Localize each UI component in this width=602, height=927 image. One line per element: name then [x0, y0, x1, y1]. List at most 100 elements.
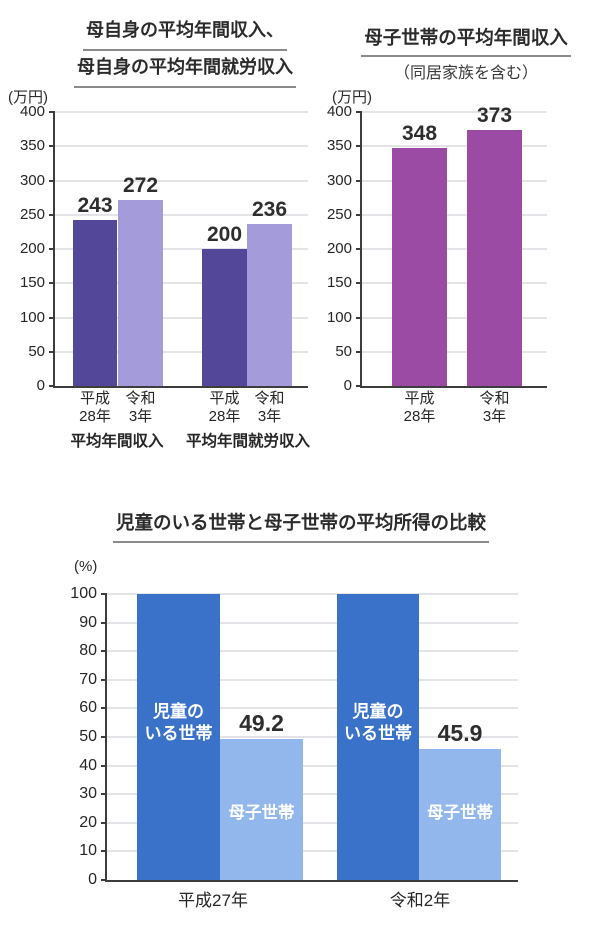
x-axis-line — [360, 386, 547, 388]
x-category-label: 令和 3年 — [125, 390, 156, 425]
y-tick-label: 100 — [326, 308, 352, 326]
chart-title: 母自身の平均年間収入、 母自身の平均年間就労収入 — [40, 14, 330, 88]
bar-value-label: 243 — [77, 193, 113, 217]
y-tick-mark — [356, 316, 362, 319]
x-axis-line — [53, 386, 308, 388]
y-tick-mark — [49, 385, 55, 387]
x-group-label: 令和2年 — [389, 891, 451, 910]
bar-value-label: 200 — [206, 223, 243, 246]
chart-subtitle: （同居家族を含む） — [393, 65, 538, 82]
y-tick-label: 80 — [79, 642, 97, 660]
chart-title: 母子世帯の平均年間収入 （同居家族を含む） — [340, 24, 592, 88]
gridline — [55, 350, 308, 353]
gridline — [362, 213, 547, 216]
y-tick-mark — [356, 111, 362, 113]
y-tick-mark — [101, 821, 107, 824]
bar-inner-label: 母子世帯 — [228, 804, 295, 822]
y-tick-label: 400 — [19, 103, 45, 120]
bar-value-label: 49.2 — [239, 710, 284, 737]
y-tick-label: 40 — [79, 756, 97, 774]
y-tick-label: 70 — [79, 670, 97, 688]
y-tick-mark — [356, 145, 362, 148]
y-tick-label: 0 — [343, 377, 352, 394]
y-tick-label: 250 — [19, 205, 45, 223]
y-tick-label: 150 — [19, 274, 45, 292]
bar-value-label: 373 — [476, 104, 513, 128]
y-tick-label: 10 — [79, 842, 97, 860]
gridline — [362, 316, 547, 319]
x-group-label: 平成27年 — [178, 891, 248, 910]
y-tick-mark — [101, 593, 107, 595]
gridline — [55, 213, 308, 216]
gridline — [362, 248, 547, 250]
gridline — [362, 111, 547, 113]
y-tick-mark — [49, 111, 55, 113]
y-tick-label: 150 — [326, 274, 352, 292]
y-tick-mark — [356, 213, 362, 216]
y-tick-label: 350 — [19, 137, 45, 155]
y-tick-mark — [101, 678, 107, 681]
x-group-label: 平均年間就労収入 — [185, 433, 310, 450]
bar — [118, 199, 163, 386]
y-tick-mark — [101, 707, 107, 710]
y-tick-label: 90 — [79, 613, 97, 631]
bar — [419, 748, 501, 880]
gridline — [107, 678, 518, 681]
bar-value-label: 272 — [122, 173, 159, 197]
y-tick-label: 50 — [79, 728, 97, 745]
gridline — [107, 650, 518, 653]
y-tick-mark — [101, 793, 107, 796]
y-axis-unit-label: (万円) — [332, 89, 372, 106]
gridline — [107, 821, 518, 824]
x-category-label: 平成 28年 — [208, 390, 241, 425]
gridline — [362, 145, 547, 148]
y-axis-unit-label: (万円) — [8, 89, 48, 106]
gridline — [55, 145, 308, 148]
y-tick-label: 30 — [79, 785, 97, 803]
y-tick-label: 20 — [79, 813, 97, 831]
chart-single-mother-household-income: 母子世帯の平均年間収入 （同居家族を含む） (万円) 400 350 300 250 200 1… — [327, 0, 602, 492]
y-tick-mark — [49, 213, 55, 216]
gridline — [55, 111, 308, 113]
x-category-label: 令和 3年 — [254, 390, 285, 425]
y-tick-label: 60 — [79, 699, 97, 717]
bar — [220, 739, 303, 880]
y-tick-label: 0 — [36, 377, 45, 394]
chart-title-line: 母子世帯の平均年間収入 — [361, 24, 571, 57]
y-tick-mark — [49, 350, 55, 353]
y-tick-mark — [49, 145, 55, 148]
bar-inner-label: 母子世帯 — [427, 804, 493, 822]
chart-title-line: 母自身の平均年間収入、 — [83, 14, 287, 51]
chart-mother-own-annual-income: 母自身の平均年間収入、 母自身の平均年間就労収入 (万円) 400 350 300 250 2… — [0, 0, 330, 492]
gridline — [362, 282, 547, 285]
bar — [337, 594, 419, 880]
bar — [73, 219, 117, 386]
y-axis-line — [105, 594, 107, 882]
y-tick-mark — [101, 850, 107, 853]
y-tick-label: 200 — [326, 240, 352, 257]
gridline — [107, 764, 518, 767]
y-tick-mark — [356, 385, 362, 387]
bar — [247, 224, 292, 386]
y-tick-label: 100 — [70, 585, 97, 602]
y-tick-label: 200 — [19, 240, 45, 257]
chart-title: 児童のいる世帯と母子世帯の平均所得の比較 — [0, 508, 602, 543]
y-tick-mark — [356, 282, 362, 285]
bar — [392, 147, 447, 386]
y-tick-label: 50 — [335, 342, 352, 360]
gridline — [55, 248, 308, 250]
y-tick-label: 400 — [326, 103, 352, 120]
bar-value-label: 348 — [401, 121, 438, 145]
y-tick-mark — [101, 764, 107, 767]
x-category-label: 令和 3年 — [479, 390, 510, 425]
chart-title-line: 母自身の平均年間就労収入 — [74, 51, 296, 88]
chart-household-income-comparison: 児童のいる世帯と母子世帯の平均所得の比較 (%) 100 90 80 70 60 50 40 30… — [0, 495, 602, 927]
bar — [202, 249, 247, 386]
y-tick-mark — [49, 179, 55, 182]
x-category-label: 平成 28年 — [403, 390, 436, 425]
bar-inner-label: 児童の いる世帯 — [344, 702, 412, 743]
y-axis-line — [53, 112, 55, 388]
bar — [137, 594, 220, 880]
gridline — [107, 736, 518, 738]
